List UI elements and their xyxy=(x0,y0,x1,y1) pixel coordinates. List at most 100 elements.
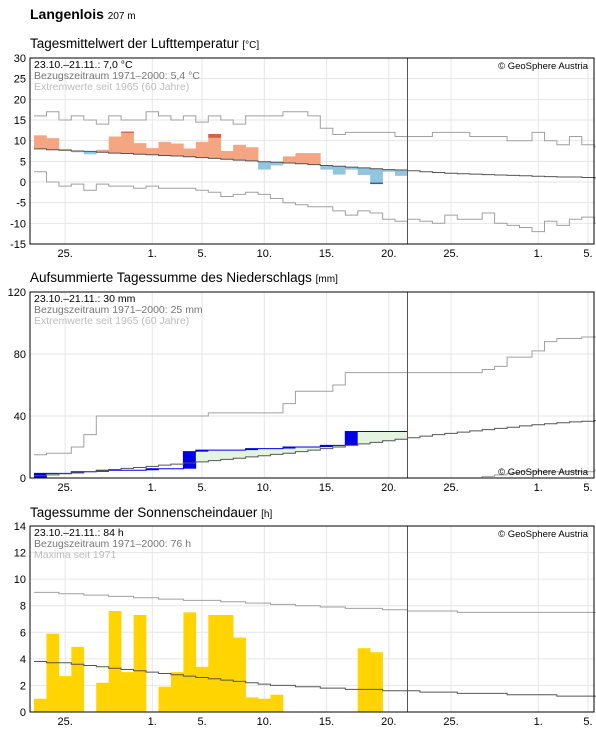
temperature-anomaly-bar xyxy=(345,167,358,170)
y-tick-label: 10 xyxy=(14,574,26,586)
precip-surplus-area xyxy=(270,448,284,455)
temperature-anomaly-bar xyxy=(208,134,222,159)
precip-surplus-area xyxy=(295,447,309,452)
precip-daily-increment-bar xyxy=(320,445,334,447)
sunshine-bar xyxy=(71,646,85,712)
temperature-anomaly-bar xyxy=(83,151,97,155)
sunshine-bar xyxy=(208,615,222,712)
precip-daily-increment-bar xyxy=(195,450,209,452)
temperature-anomaly-bar xyxy=(220,151,234,160)
temperature-anomaly-bar xyxy=(158,141,172,156)
sunshine-bar xyxy=(270,694,284,712)
x-tick-label: 25. xyxy=(443,248,458,260)
precipitation-title-text: Aufsummierte Tagessumme des Niederschlag… xyxy=(30,270,312,285)
sunshine-bar xyxy=(170,672,184,712)
y-tick-label: 4 xyxy=(20,654,26,666)
y-tick-label: 15 xyxy=(14,115,26,127)
temperature-anomaly-bar xyxy=(108,136,122,154)
x-tick-label: 1. xyxy=(534,716,543,728)
x-tick-label: 5. xyxy=(197,482,206,494)
precip-surplus-area xyxy=(283,447,296,454)
temperature-climate-line xyxy=(34,148,596,179)
x-tick-label: 25. xyxy=(443,716,458,728)
temperature-anomaly-bar xyxy=(307,153,321,165)
station-elevation: 207 m xyxy=(107,11,136,22)
temperature-extreme-warm-bar xyxy=(121,131,134,133)
temperature-anomaly-bar xyxy=(283,156,296,163)
sunshine-title-text: Tagessumme der Sonnenscheindauer xyxy=(30,505,258,520)
temperature-unit: [°C] xyxy=(242,40,260,51)
sunshine-bar xyxy=(58,676,72,712)
x-tick-label: 5. xyxy=(197,248,206,260)
sunshine-bar xyxy=(220,615,234,712)
temperature-anomaly-bar xyxy=(320,165,334,170)
x-tick-label: 10. xyxy=(257,716,272,728)
y-tick-label: 14 xyxy=(14,521,26,533)
precip-surplus-area xyxy=(357,431,371,444)
precip-surplus-area xyxy=(195,450,209,462)
copyright-label: © GeoSphere Austria xyxy=(498,467,589,478)
temperature-anomaly-bar xyxy=(195,141,209,158)
precip-climate-line xyxy=(34,420,596,477)
precipitation-chart-title: Aufsummierte Tagessumme des Niederschlag… xyxy=(30,270,338,285)
y-tick-label: 12 xyxy=(14,548,26,560)
x-tick-label: 25. xyxy=(443,482,458,494)
precip-surplus-area xyxy=(370,431,383,443)
sunshine-bar xyxy=(245,697,259,712)
copyright-label: © GeoSphere Austria xyxy=(498,529,589,540)
x-tick-label: 15. xyxy=(319,248,334,260)
temperature-anomaly-bar xyxy=(245,147,259,161)
y-tick-label: 6 xyxy=(20,627,26,639)
x-tick-label: 25. xyxy=(57,248,72,260)
y-tick-label: 20 xyxy=(14,94,26,106)
y-tick-label: 2 xyxy=(20,680,26,692)
temperature-anomaly-bar xyxy=(258,161,271,170)
sunshine-bar xyxy=(370,652,383,712)
sunshine-bar xyxy=(121,672,134,712)
legend-entry: 23.10.–21.11.: 30 mm xyxy=(34,293,136,305)
temperature-anomaly-bar xyxy=(233,144,246,161)
y-tick-label: -15 xyxy=(10,239,26,251)
y-tick-label: 25 xyxy=(14,74,26,86)
temperature-anomaly-bar xyxy=(46,138,60,150)
temperature-min-extreme-line xyxy=(34,171,596,233)
y-tick-label: 40 xyxy=(14,411,26,423)
x-tick-label: 10. xyxy=(257,248,272,260)
x-tick-label: 15. xyxy=(319,716,334,728)
legend-entry: 23.10.–21.11.: 84 h xyxy=(34,527,124,539)
y-tick-label: 30 xyxy=(14,53,26,65)
x-tick-label: 20. xyxy=(381,482,396,494)
station-header: Langenlois 207 m xyxy=(30,6,136,22)
precip-surplus-area xyxy=(382,431,396,441)
sunshine-chart-title: Tagessumme der Sonnenscheindauer [h] xyxy=(30,505,272,520)
precip-surplus-area xyxy=(307,447,321,451)
precip-surplus-area xyxy=(46,473,60,475)
sunshine-unit: [h] xyxy=(261,509,273,520)
x-tick-label: 1. xyxy=(148,248,157,260)
temperature-anomaly-bar xyxy=(146,148,159,155)
precip-surplus-area xyxy=(332,445,346,447)
legend-entry: Extremwerte seit 1965 (60 Jahre) xyxy=(34,81,189,93)
temperature-anomaly-bar xyxy=(71,151,85,153)
temperature-anomaly-bar xyxy=(183,148,197,157)
sunshine-bar xyxy=(96,682,109,712)
temperature-anomaly-bar xyxy=(34,135,47,149)
station-name: Langenlois xyxy=(30,6,104,22)
sunshine-max-line xyxy=(34,591,596,613)
y-tick-label: 0 xyxy=(20,707,26,719)
y-tick-label: 0 xyxy=(20,473,26,485)
precip-daily-increment-bar xyxy=(146,468,159,471)
x-tick-label: 1. xyxy=(534,482,543,494)
x-tick-label: 25. xyxy=(57,716,72,728)
precip-daily-increment-bar xyxy=(283,447,296,449)
x-tick-label: 5. xyxy=(583,716,592,728)
legend-entry: Bezugszeitraum 1971–2000: 76 h xyxy=(34,538,191,550)
sunshine-bar xyxy=(108,611,122,712)
x-tick-label: 10. xyxy=(257,482,272,494)
temperature-anomaly-bar xyxy=(133,143,147,155)
precip-surplus-area xyxy=(245,448,259,457)
temperature-anomaly-bar xyxy=(370,168,383,185)
temperature-chart-title: Tagesmittelwert der Lufttemperatur [°C] xyxy=(30,36,259,51)
